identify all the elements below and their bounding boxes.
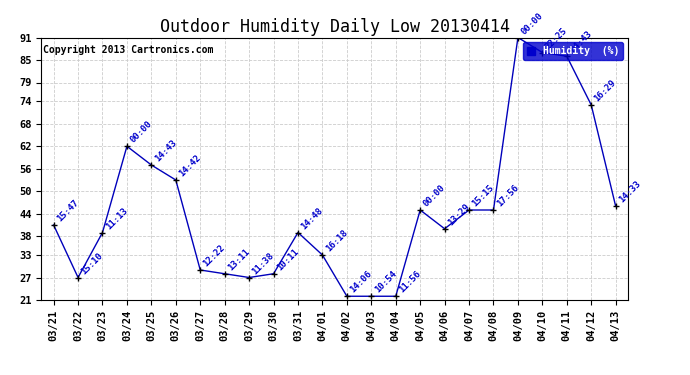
Text: 15:15: 15:15 [471,183,496,209]
Title: Outdoor Humidity Daily Low 20130414: Outdoor Humidity Daily Low 20130414 [159,18,510,36]
Text: 16:29: 16:29 [593,78,618,104]
Text: 15:10: 15:10 [79,251,105,276]
Text: 16:18: 16:18 [324,228,349,254]
Text: 11:56: 11:56 [397,270,422,295]
Legend: Humidity  (%): Humidity (%) [523,42,623,60]
Text: 10:54: 10:54 [373,270,398,295]
Text: 14:06: 14:06 [348,270,373,295]
Text: 11:13: 11:13 [104,206,129,231]
Text: 11:38: 11:38 [250,251,276,276]
Text: 04:43: 04:43 [568,30,593,55]
Text: 22:25: 22:25 [544,26,569,51]
Text: 14:33: 14:33 [617,180,642,205]
Text: 13:11: 13:11 [226,247,251,272]
Text: 14:48: 14:48 [299,206,325,231]
Text: 13:29: 13:29 [446,202,471,227]
Text: 00:00: 00:00 [128,120,154,145]
Text: Copyright 2013 Cartronics.com: Copyright 2013 Cartronics.com [43,45,213,56]
Text: 10:11: 10:11 [275,247,300,272]
Text: 15:47: 15:47 [55,198,80,223]
Text: 14:42: 14:42 [177,153,203,178]
Text: 12:22: 12:22 [201,243,227,268]
Text: 00:00: 00:00 [422,183,447,209]
Text: 17:56: 17:56 [495,183,520,209]
Text: 14:43: 14:43 [152,138,178,164]
Text: 00:00: 00:00 [520,11,544,36]
